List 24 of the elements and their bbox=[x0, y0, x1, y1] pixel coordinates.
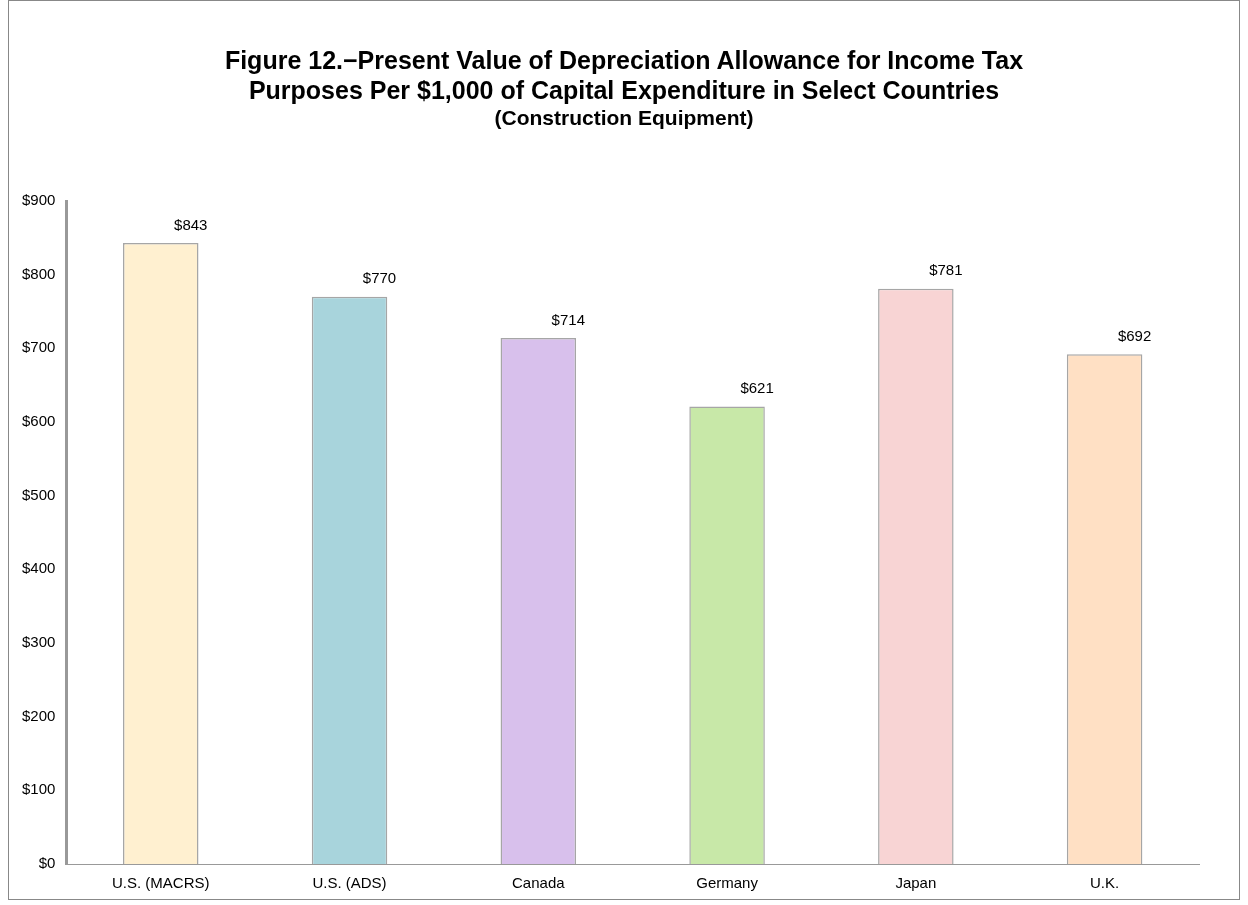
x-tick-label: U.S. (MACRS) bbox=[112, 874, 210, 892]
y-tick-label: $400 bbox=[21, 559, 56, 577]
x-tick-label: Germany bbox=[696, 874, 759, 892]
chart-subtitle: (Construction Equipment) bbox=[493, 105, 755, 131]
chart-title: Figure 12.−Present Value of Depreciation Allowance for Income Tax Purposes Per $1,000 of Capital Expenditure in Select Countries bbox=[223, 45, 1025, 105]
data-label: $843 bbox=[174, 215, 208, 233]
y-tick-label: $900 bbox=[21, 191, 56, 209]
data-label: $781 bbox=[929, 261, 963, 279]
x-tick-label: U.S. (ADS) bbox=[312, 874, 387, 892]
data-label: $692 bbox=[1117, 326, 1152, 344]
x-tick-label: Japan bbox=[895, 874, 937, 892]
y-tick-label: $600 bbox=[21, 412, 56, 430]
y-tick-label: $300 bbox=[21, 633, 56, 651]
x-tick-label: Canada bbox=[512, 874, 566, 892]
y-tick-label: $500 bbox=[21, 485, 56, 503]
x-tick-label: U.K. bbox=[1090, 874, 1120, 892]
y-tick-label: $100 bbox=[21, 780, 56, 798]
data-label: $621 bbox=[740, 379, 774, 397]
y-tick-label: $800 bbox=[21, 264, 56, 282]
y-tick-label: $700 bbox=[21, 338, 56, 356]
y-tick-label: $0 bbox=[38, 854, 56, 872]
data-label: $770 bbox=[362, 269, 397, 287]
y-tick-label: $200 bbox=[21, 706, 56, 724]
data-label: $714 bbox=[551, 310, 585, 328]
